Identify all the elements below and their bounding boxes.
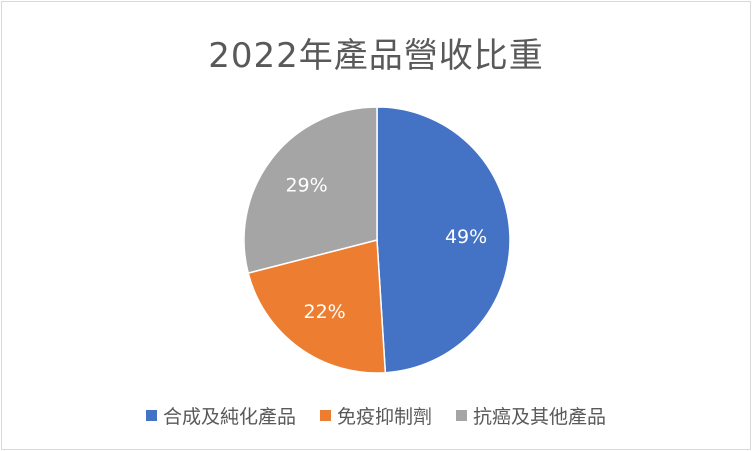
data-label-immunosuppressant: 22% — [304, 301, 346, 323]
data-label-synthesis: 49% — [445, 226, 487, 248]
legend-label-immunosuppressant: 免疫抑制劑 — [336, 406, 432, 428]
legend-item-synthesis: 合成及純化產品 — [145, 402, 296, 429]
legend-item-immunosuppressant: 免疫抑制劑 — [319, 402, 432, 429]
legend-item-anticancer: 抗癌及其他產品 — [456, 402, 606, 429]
legend-swatch-immunosuppressant — [319, 410, 331, 421]
pie-slice-immunosuppressant — [247, 239, 387, 374]
legend-label-anticancer: 抗癌及其他產品 — [473, 406, 607, 428]
legend-swatch-anticancer — [456, 410, 467, 421]
pie-slice-synthesis — [376, 106, 511, 374]
legend: 合成及純化產品 免疫抑制劑 抗癌及其他產品 — [2, 402, 750, 429]
chart-title: 2022年產品營收比重 — [208, 36, 544, 76]
legend-swatch-synthesis — [145, 410, 157, 421]
pie-slice-anticancer — [243, 106, 378, 274]
legend-label-synthesis: 合成及純化產品 — [162, 406, 296, 428]
data-label-anticancer: 29% — [285, 174, 327, 196]
